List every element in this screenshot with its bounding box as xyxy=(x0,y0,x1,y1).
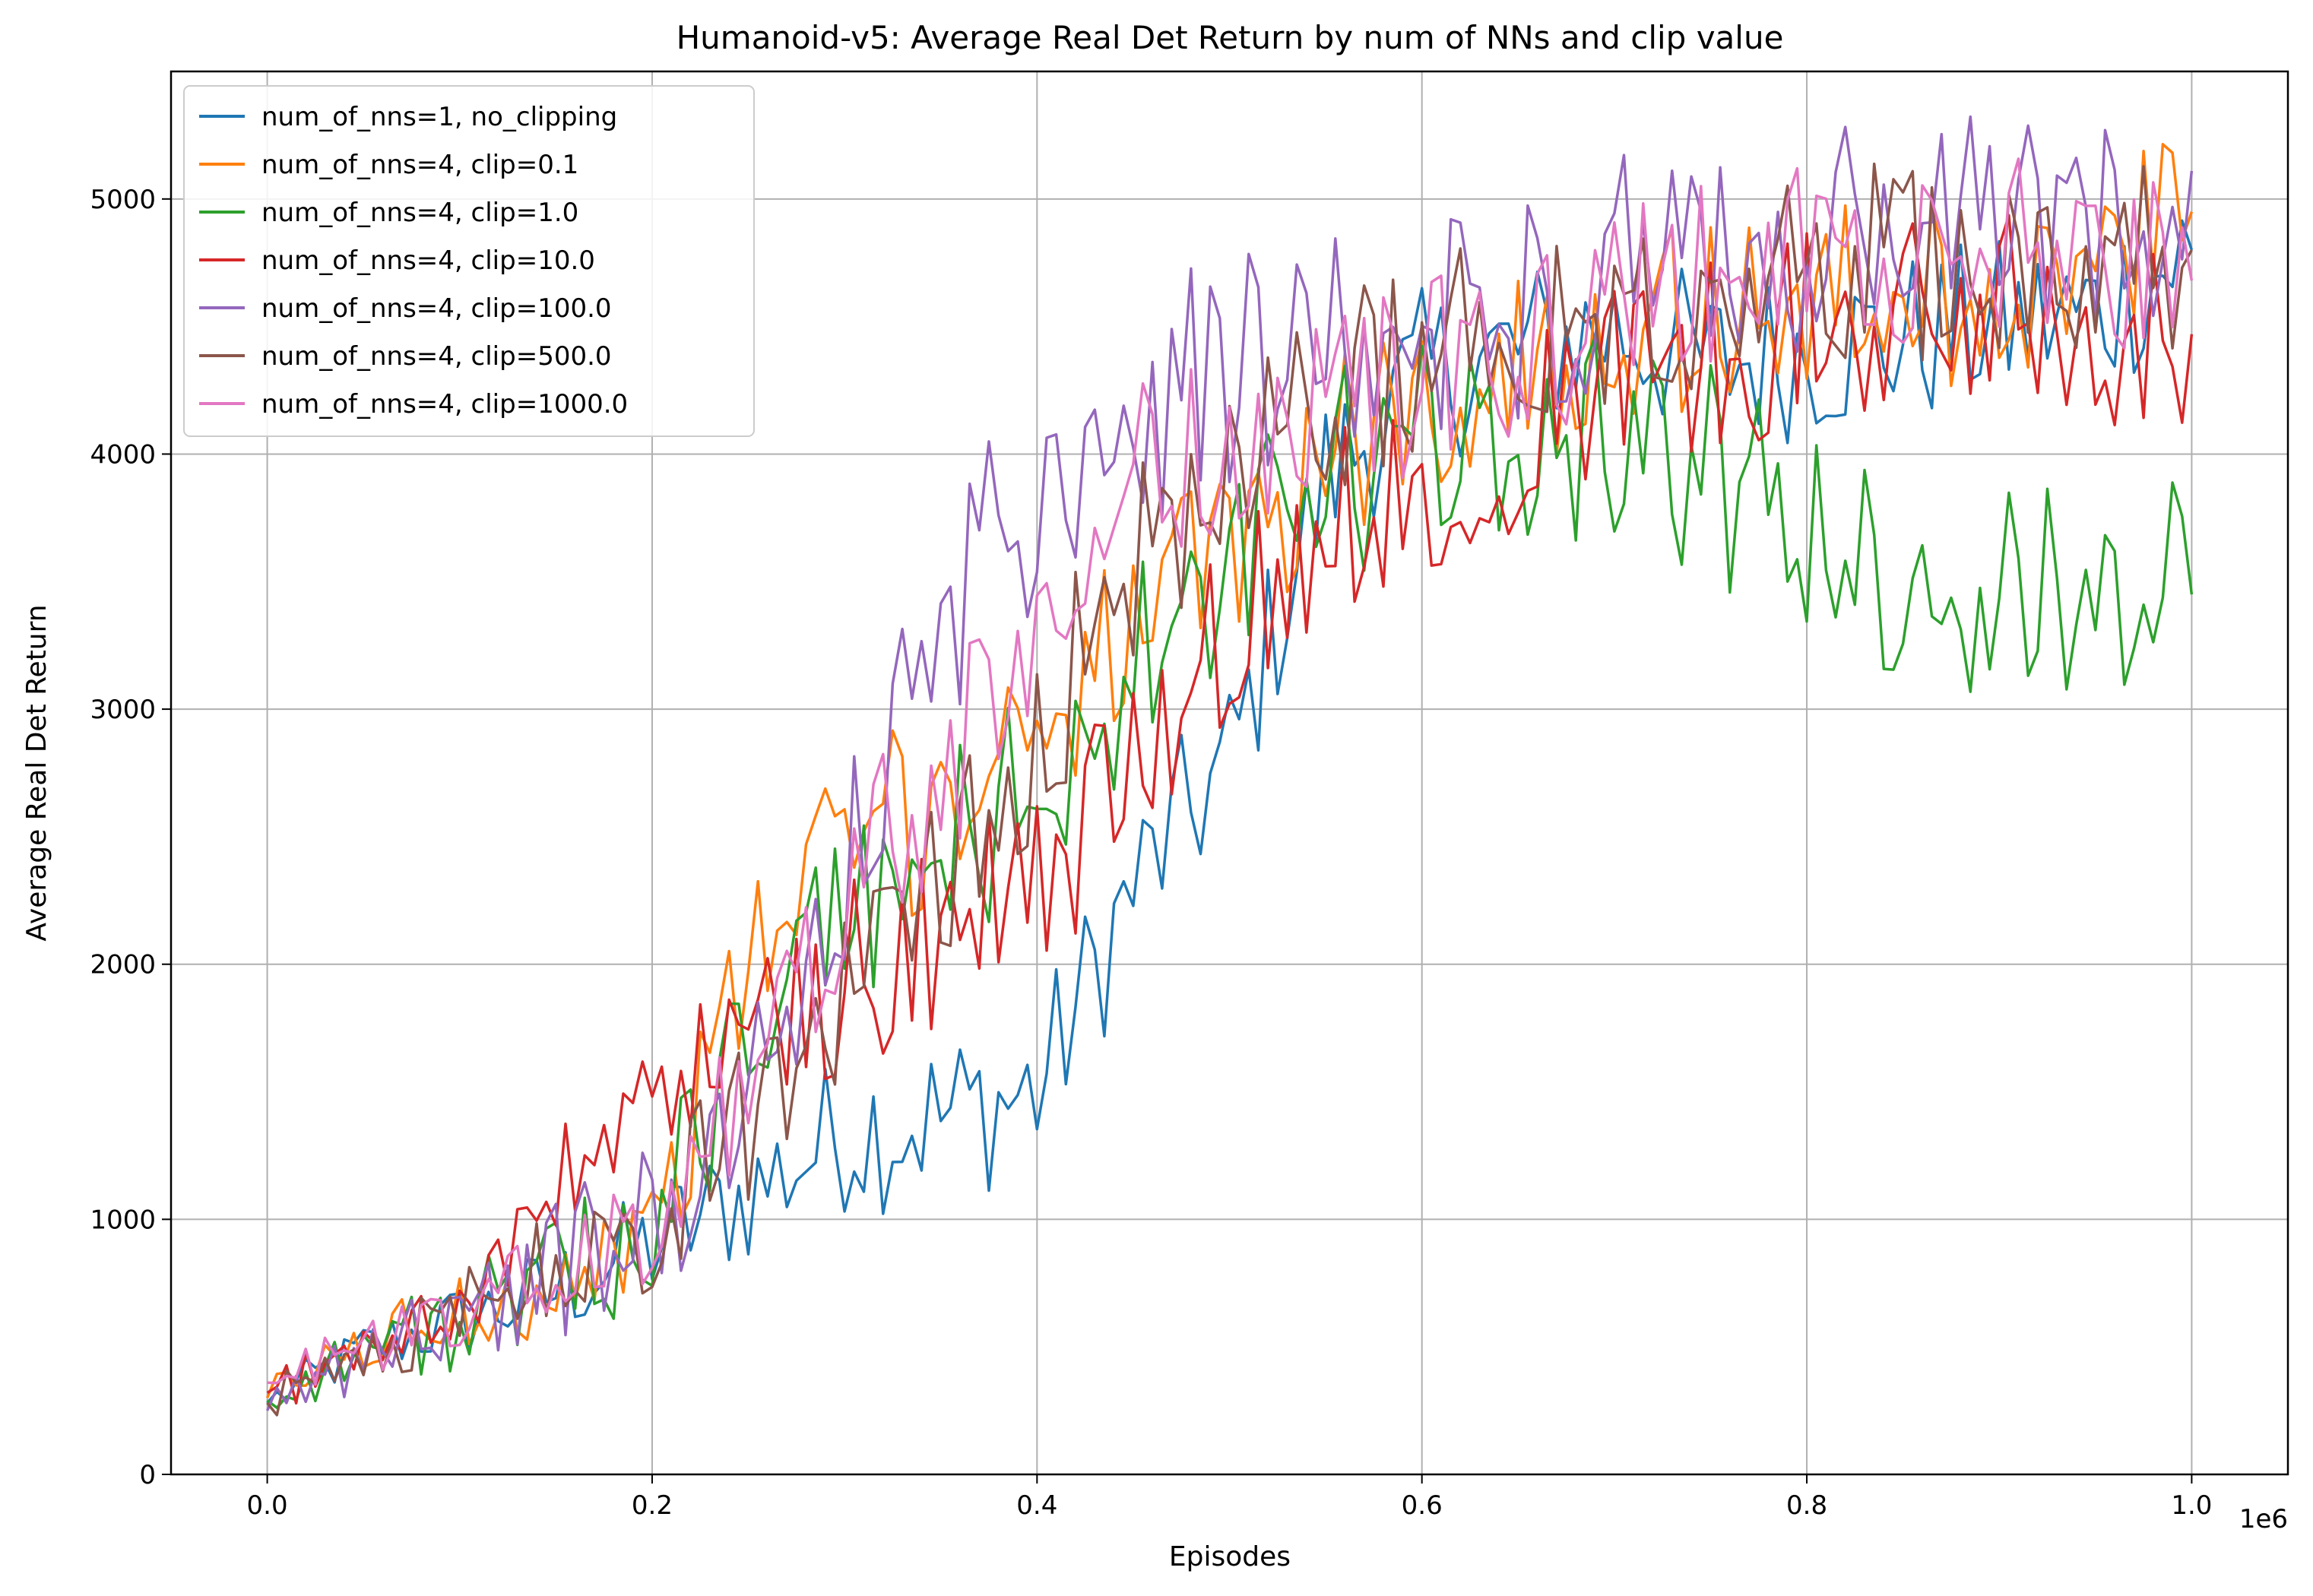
legend-entry: num_of_nns=1, no_clipping xyxy=(261,102,617,132)
chart-title: Humanoid-v5: Average Real Det Return by … xyxy=(676,19,1784,56)
legend-entry: num_of_nns=4, clip=0.1 xyxy=(261,150,578,180)
x-axis-offset-label: 1e6 xyxy=(2239,1504,2288,1534)
plot-frame xyxy=(170,70,2289,1476)
y-tick-label: 5000 xyxy=(90,185,156,215)
legend: num_of_nns=1, no_clipping num_of_nns=4, c… xyxy=(183,85,755,437)
y-tick-label: 2000 xyxy=(90,950,156,980)
x-tick-label: 0.4 xyxy=(1016,1490,1057,1521)
y-axis-label: Average Real Det Return xyxy=(21,604,52,941)
legend-box xyxy=(183,85,755,437)
legend-entry: num_of_nns=4, clip=10.0 xyxy=(261,245,595,276)
series-lines xyxy=(265,115,2194,1417)
series-line xyxy=(266,162,2193,1417)
legend-entry: num_of_nns=4, clip=100.0 xyxy=(261,293,612,324)
x-tick-label: 0.0 xyxy=(247,1490,288,1521)
y-tick-label: 0 xyxy=(139,1460,156,1490)
x-axis-label: Episodes xyxy=(1169,1541,1291,1572)
x-tick-label: 0.8 xyxy=(1786,1490,1827,1521)
legend-entry: num_of_nns=4, clip=1.0 xyxy=(261,198,578,228)
legend-entry: num_of_nns=4, clip=1000.0 xyxy=(261,389,628,420)
series-line xyxy=(266,214,2194,1405)
series-line xyxy=(267,157,2194,1386)
y-tick-label: 1000 xyxy=(90,1205,156,1235)
y-tick-label: 3000 xyxy=(90,695,156,725)
series-line xyxy=(266,219,2194,1404)
x-tick-label: 1.0 xyxy=(2171,1490,2212,1521)
y-tick-label: 4000 xyxy=(90,439,156,470)
x-tick-label: 0.6 xyxy=(1402,1490,1443,1521)
legend-entry: num_of_nns=4, clip=500.0 xyxy=(261,341,612,372)
axis-ticks: 0.0 0.2 0.4 0.6 0.8 1.0 0 1000 2000 3000 4000 5000 xyxy=(90,185,2212,1521)
x-tick-label: 0.2 xyxy=(632,1490,673,1521)
series-line xyxy=(265,115,2194,1411)
